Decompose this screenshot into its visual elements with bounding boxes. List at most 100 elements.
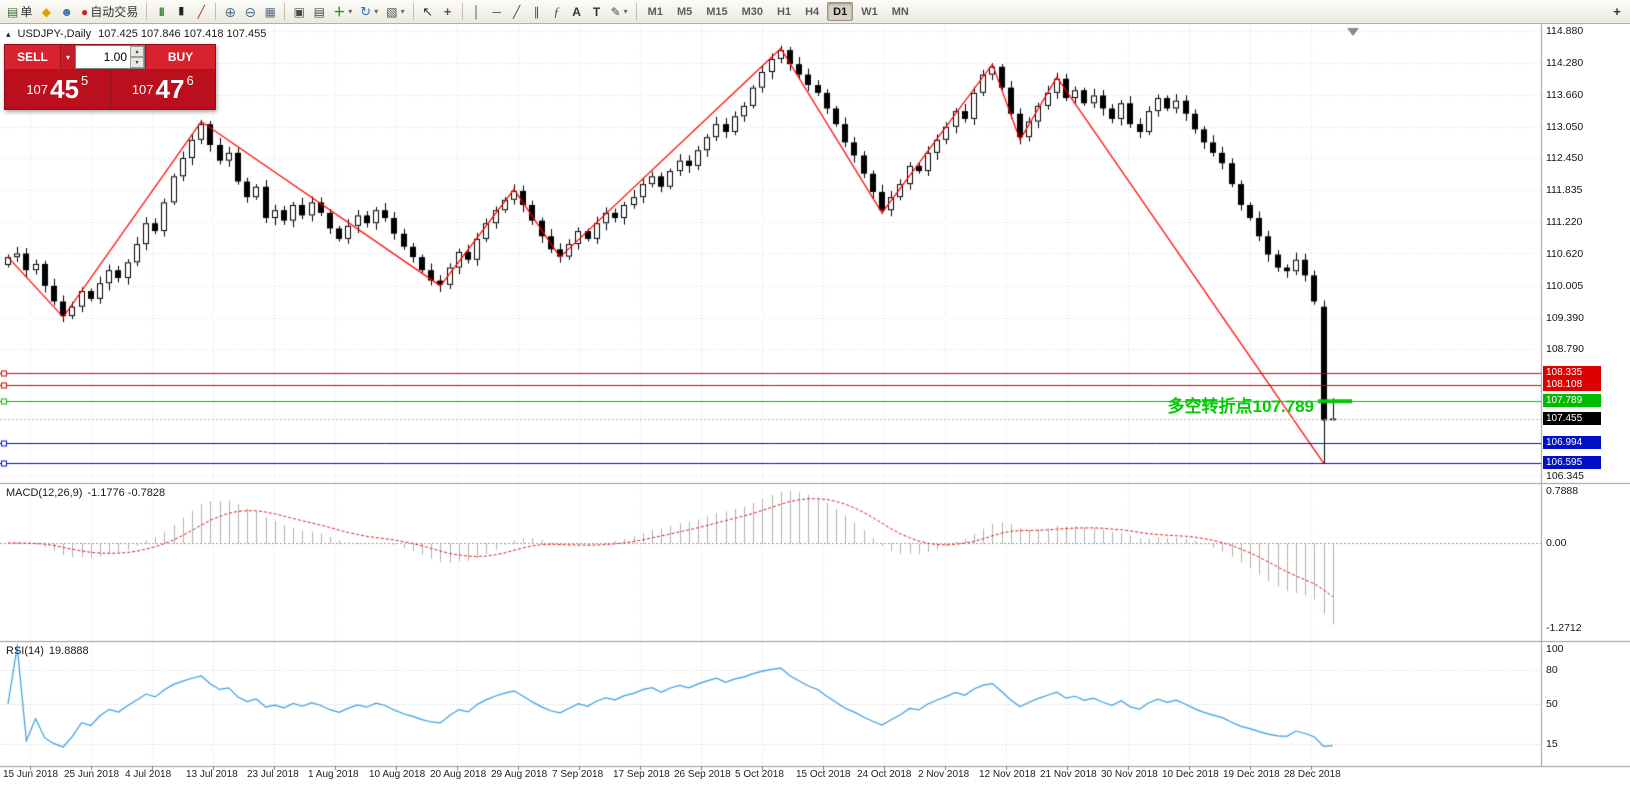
level-price-tag[interactable]: 106.994 (1543, 435, 1601, 449)
profiles-button[interactable]: ▧ ▾ (382, 2, 408, 22)
text-button[interactable]: A (567, 2, 587, 22)
zoom-out-icon: ⊖ (244, 3, 257, 20)
toolbar-separator (635, 3, 637, 20)
one-click-trading-panel: SELL ▾ ▴ ▾ BUY 107 45 5 107 (4, 44, 216, 110)
buy-price[interactable]: 107 47 6 (111, 69, 216, 109)
order-type-dropdown[interactable]: ▾ (61, 45, 75, 69)
zoom-out-button[interactable]: ⊖ (240, 2, 260, 22)
price-axis-label: 111.220 (1546, 216, 1583, 229)
timeframe-h1-button[interactable]: H1 (771, 2, 797, 21)
buy-price-prefix: 107 (131, 81, 154, 97)
navigator-icon: ☻ (60, 4, 73, 19)
timeframe-w1-button[interactable]: W1 (855, 2, 884, 21)
horizontal-line-icon: ─ (492, 4, 501, 19)
refresh-chart-icon: ↻ (360, 4, 372, 19)
sell-price-prefix: 107 (26, 81, 49, 97)
date-axis-label: 19 Dec 2018 (1223, 769, 1280, 780)
zoom-in-button[interactable]: ⊕ (220, 2, 240, 22)
new-order-button[interactable]: ▤ 单 (3, 2, 36, 22)
rsi-axis-label: 100 (1546, 643, 1564, 655)
autotrading-label: 自动交易 (90, 5, 139, 19)
timeframe-d1-button[interactable]: D1 (827, 2, 854, 21)
volume-input[interactable] (76, 46, 130, 68)
equidistant-channel-icon: ∥ (533, 4, 540, 19)
refresh-chart-button[interactable]: ↻ ▾ (356, 2, 382, 22)
cursor-button[interactable]: ↖ (418, 2, 438, 22)
rsi-axis-label: 80 (1546, 663, 1558, 676)
autotrading-icon: ● (81, 4, 89, 19)
candlestick-chart-button[interactable]: ▮ (171, 2, 191, 22)
arrows-icon: ✎ (610, 4, 621, 19)
fibonacci-button[interactable]: ƒ (547, 2, 567, 22)
macd-name: MACD(12,26,9) (6, 487, 83, 499)
level-price-tag[interactable]: 108.108 (1543, 377, 1601, 391)
price-axis-label: 109.390 (1546, 311, 1584, 324)
cascade-windows-button[interactable]: ▣ (289, 2, 309, 22)
market-watch-button[interactable]: ◆ (36, 2, 56, 22)
volume-decrease-button[interactable]: ▾ (130, 57, 144, 68)
horizontal-line-button[interactable]: ─ (487, 2, 507, 22)
cascade-windows-icon: ▣ (293, 4, 305, 19)
date-axis-label: 4 Jul 2018 (125, 769, 172, 780)
timeframe-m30-button[interactable]: M30 (736, 2, 769, 21)
equidistant-channel-button[interactable]: ∥ (527, 2, 547, 22)
sell-price-main: 45 (50, 74, 79, 104)
bar-chart-button[interactable]: ||| (151, 2, 171, 22)
rsi-axis-label: 15 (1546, 738, 1558, 751)
toolbar-separator (215, 3, 217, 20)
vertical-line-icon: │ (472, 4, 481, 19)
text-label-icon: T (592, 4, 601, 19)
date-axis-label: 2 Nov 2018 (918, 769, 970, 780)
date-axis-label: 20 Aug 2018 (430, 769, 487, 780)
arrows-button[interactable]: ✎ ▾ (607, 2, 632, 22)
date-axis-label: 25 Jun 2018 (64, 769, 120, 780)
pivot-annotation-text[interactable]: 多空转折点107.789 (1167, 397, 1314, 416)
zoom-in-icon: ⊕ (224, 3, 237, 20)
date-axis-label: 30 Nov 2018 (1101, 769, 1158, 780)
autotrading-button[interactable]: ● 自动交易 (77, 2, 142, 22)
macd-axis-label: -1.2712 (1546, 622, 1582, 635)
trendline-button[interactable]: ╱ (507, 2, 527, 22)
crosshair-button[interactable]: + (438, 2, 458, 22)
volume-increase-button[interactable]: ▴ (130, 46, 144, 57)
timeframe-mn-button[interactable]: MN (886, 2, 915, 21)
toolbar-separator (284, 3, 286, 20)
date-axis-label: 21 Nov 2018 (1040, 769, 1097, 780)
fibonacci-icon: ƒ (553, 4, 560, 19)
timeframe-m15-button[interactable]: M15 (700, 2, 733, 21)
level-price-tag[interactable]: 107.789 (1543, 394, 1601, 408)
toolbar-overflow-button[interactable]: + (1607, 2, 1627, 22)
candlestick-chart-icon: ▮ (178, 5, 185, 17)
date-axis-label: 5 Oct 2018 (735, 769, 784, 780)
level-price-tag[interactable]: 106.595 (1543, 456, 1601, 470)
arrange-windows-button[interactable]: ▤ (309, 2, 329, 22)
vertical-line-button[interactable]: │ (467, 2, 487, 22)
price-axis-label: 110.005 (1546, 279, 1584, 292)
buy-price-main: 47 (155, 74, 185, 104)
timeframe-m1-button[interactable]: M1 (642, 2, 669, 21)
price-axis-label: 108.790 (1546, 342, 1584, 355)
line-chart-button[interactable]: ╱ (191, 2, 211, 22)
tile-windows-button[interactable]: ▦ (260, 2, 280, 22)
trade-panel-prices: 107 45 5 107 47 6 (5, 69, 215, 109)
toolbar-separator (146, 3, 148, 20)
text-label-button[interactable]: T (587, 2, 607, 22)
navigator-button[interactable]: ☻ (56, 2, 77, 22)
buy-button[interactable]: BUY (145, 45, 215, 69)
date-axis-label: 7 Sep 2018 (552, 769, 604, 780)
text-icon: A (572, 4, 581, 19)
line-chart-icon: ╱ (197, 4, 205, 19)
sell-price[interactable]: 107 45 5 (5, 69, 111, 109)
level-price-tag[interactable]: 108.335 (1543, 365, 1601, 379)
one-click-panel-toggle-icon[interactable]: ▴ (6, 28, 11, 39)
date-axis-label: 29 Aug 2018 (491, 769, 548, 780)
macd-indicator-label: MACD(12,26,9) -1.1776 -0.7828 (6, 487, 165, 499)
timeframe-m5-button[interactable]: M5 (671, 2, 698, 21)
date-axis-label: 24 Oct 2018 (857, 769, 912, 780)
new-chart-button[interactable]: ＋ ▾ (329, 2, 356, 22)
sell-button[interactable]: SELL (5, 45, 61, 69)
timeframe-h4-button[interactable]: H4 (799, 2, 825, 21)
